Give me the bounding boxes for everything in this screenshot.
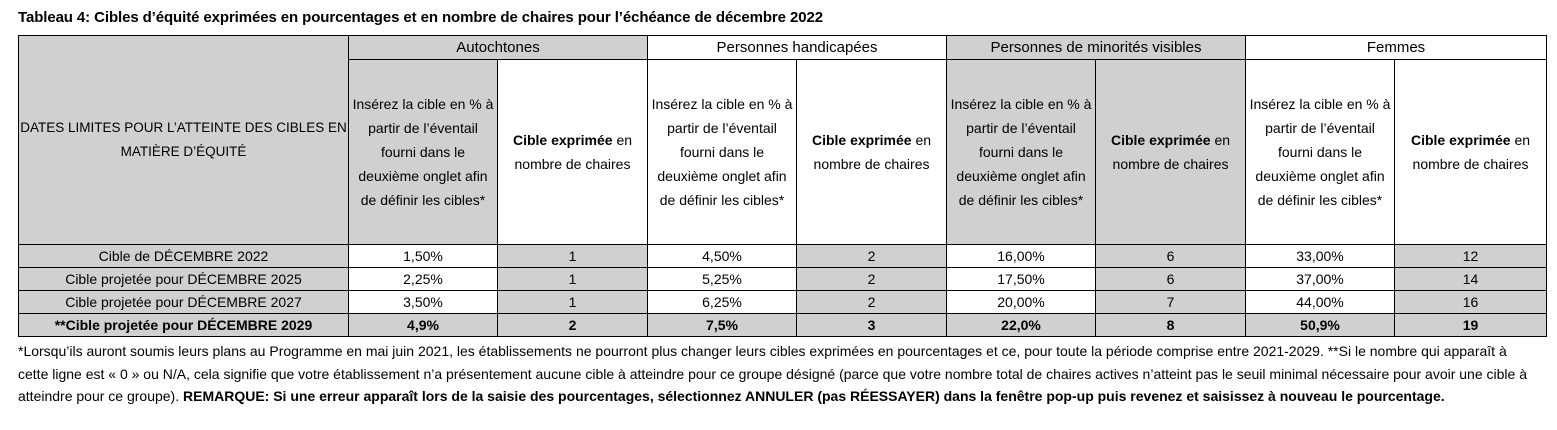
group-header-minorites: Personnes de minorités visibles xyxy=(946,35,1247,60)
pct-cell: 2,25% xyxy=(348,267,498,291)
pct-cell: 4,50% xyxy=(647,244,797,268)
count-header-rest: en nombre de chaires xyxy=(1412,132,1531,172)
pct-cell: 4,9% xyxy=(348,313,498,337)
pct-cell: 16,00% xyxy=(946,244,1097,268)
count-cell: 2 xyxy=(795,290,948,314)
count-cell: 7 xyxy=(1095,290,1247,314)
pct-header: Insérez la cible en % à partir de l’éven… xyxy=(1245,59,1396,245)
count-header-rest: en nombre de chaires xyxy=(813,132,932,172)
pct-cell: 6,25% xyxy=(647,290,797,314)
table-row: Cible de DÉCEMBRE 2022 1,50% 1 4,50% 2 1… xyxy=(18,244,1548,268)
count-cell: 2 xyxy=(497,313,648,337)
pct-cell: 3,50% xyxy=(348,290,498,314)
count-cell: 1 xyxy=(497,244,648,268)
count-header-bold: Cible exprimée xyxy=(811,132,912,148)
count-header: Cible exprimée en nombre de chaires xyxy=(795,59,948,245)
group-header-autochtones: Autochtones xyxy=(348,35,648,60)
count-header-bold: Cible exprimée xyxy=(1410,132,1511,148)
pct-cell: 33,00% xyxy=(1245,244,1396,268)
count-cell: 2 xyxy=(795,267,948,291)
count-cell: 6 xyxy=(1095,244,1247,268)
count-header: Cible exprimée en nombre de chaires xyxy=(1095,59,1247,245)
table-row: Cible projetée pour DÉCEMBRE 2027 3,50% … xyxy=(18,290,1548,314)
count-header: Cible exprimée en nombre de chaires xyxy=(497,59,648,245)
count-cell: 2 xyxy=(795,244,948,268)
footnote-remark: REMARQUE: Si une erreur apparaît lors de… xyxy=(183,388,1445,404)
count-cell: 3 xyxy=(795,313,948,337)
count-cell: 6 xyxy=(1095,267,1247,291)
pct-header: Insérez la cible en % à partir de l’éven… xyxy=(647,59,797,245)
pct-cell: 20,00% xyxy=(946,290,1097,314)
row-label: Cible de DÉCEMBRE 2022 xyxy=(18,244,349,268)
count-header-rest: en nombre de chaires xyxy=(514,132,633,172)
count-header-bold: Cible exprimée xyxy=(512,132,613,148)
pct-cell: 37,00% xyxy=(1245,267,1396,291)
table-caption: Tableau 4: Cibles d’équité exprimées en … xyxy=(18,9,823,26)
row-label: Cible projetée pour DÉCEMBRE 2027 xyxy=(18,290,349,314)
table-row: Cible projetée pour DÉCEMBRE 2025 2,25% … xyxy=(18,267,1548,291)
date-column-header: DATES LIMITES POUR L’ATTEINTE DES CIBLES… xyxy=(18,35,349,245)
pct-cell: 5,25% xyxy=(647,267,797,291)
equity-targets-table: DATES LIMITES POUR L’ATTEINTE DES CIBLES… xyxy=(18,35,1548,337)
group-header-femmes: Femmes xyxy=(1245,35,1548,60)
count-cell: 8 xyxy=(1095,313,1247,337)
pct-cell: 1,50% xyxy=(348,244,498,268)
row-label: **Cible projetée pour DÉCEMBRE 2029 xyxy=(18,313,349,337)
footnote: *Lorsqu’ils auront soumis leurs plans au… xyxy=(18,340,1528,408)
count-header-rest: en nombre de chaires xyxy=(1112,132,1231,172)
pct-header: Insérez la cible en % à partir de l’éven… xyxy=(348,59,498,245)
count-cell: 16 xyxy=(1394,290,1548,314)
count-header: Cible exprimée en nombre de chaires xyxy=(1394,59,1548,245)
pct-header: Insérez la cible en % à partir de l’éven… xyxy=(946,59,1097,245)
footnote-text: *Lorsqu’ils auront soumis leurs plans au… xyxy=(18,343,1527,404)
table-row: **Cible projetée pour DÉCEMBRE 2029 4,9%… xyxy=(18,313,1548,337)
count-cell: 1 xyxy=(497,267,648,291)
pct-cell: 7,5% xyxy=(647,313,797,337)
count-cell: 14 xyxy=(1394,267,1548,291)
pct-cell: 44,00% xyxy=(1245,290,1396,314)
count-header-bold: Cible exprimée xyxy=(1110,132,1211,148)
group-header-handicapees: Personnes handicapées xyxy=(646,35,948,60)
count-cell: 19 xyxy=(1394,313,1548,337)
row-label: Cible projetée pour DÉCEMBRE 2025 xyxy=(18,267,349,291)
pct-cell: 22,0% xyxy=(946,313,1097,337)
count-cell: 1 xyxy=(497,290,648,314)
pct-cell: 50,9% xyxy=(1245,313,1396,337)
count-cell: 12 xyxy=(1394,244,1548,268)
pct-cell: 17,50% xyxy=(946,267,1097,291)
